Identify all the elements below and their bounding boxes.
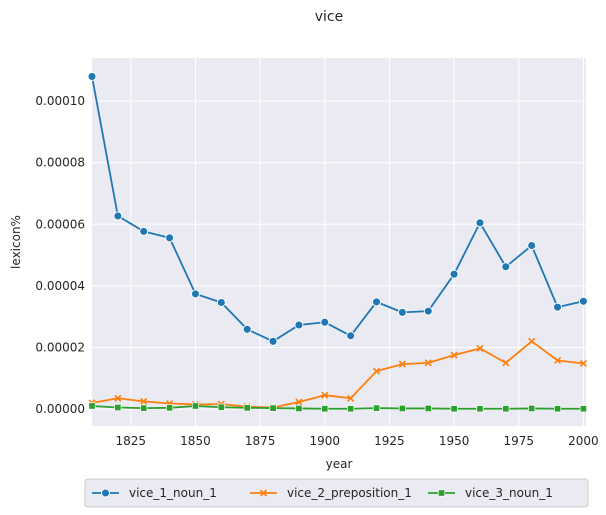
- data-point: [295, 404, 303, 412]
- y-tick-label: 0.00000: [35, 402, 85, 416]
- data-point: [398, 360, 406, 368]
- y-tick-label: 0.00006: [35, 217, 85, 231]
- data-point: [113, 211, 123, 221]
- data-point: [372, 297, 381, 307]
- legend-box: [84, 478, 589, 508]
- data-point: [553, 405, 562, 413]
- data-point: [321, 391, 329, 399]
- data-point: [165, 233, 175, 243]
- data-point: [347, 394, 355, 402]
- data-point: [450, 405, 458, 413]
- plot-background: [92, 58, 586, 426]
- data-point: [191, 402, 200, 410]
- legend-item: vice_3_noun_1: [428, 486, 553, 500]
- x-axis-label: year: [326, 457, 353, 471]
- x-tick-label: 1875: [245, 434, 276, 448]
- x-tick-label: 1975: [503, 434, 534, 448]
- grid-lines: [92, 58, 586, 426]
- y-tick-label: 0.00010: [35, 94, 85, 108]
- x-tick-label: 1850: [180, 434, 211, 448]
- data-point: [502, 359, 510, 367]
- data-point: [295, 398, 303, 406]
- data-point: [268, 336, 278, 346]
- data-point: [372, 404, 381, 412]
- data-point: [217, 403, 225, 411]
- y-tick-label: 0.00008: [35, 156, 85, 170]
- data-point: [424, 404, 432, 412]
- y-axis-label: lexicon%: [9, 215, 23, 269]
- data-point: [398, 404, 406, 412]
- x-tick-label: 1950: [439, 434, 470, 448]
- data-point: [140, 404, 148, 412]
- data-point: [450, 351, 458, 359]
- data-point: [347, 405, 355, 413]
- data-point: [553, 356, 562, 364]
- data-point: [397, 307, 407, 317]
- data-point: [140, 397, 148, 405]
- data-point: [579, 359, 587, 368]
- data-point: [579, 405, 587, 413]
- legend-marker: [259, 489, 268, 497]
- legend-item: vice_2_preposition_1: [250, 486, 412, 500]
- series-layer: [87, 72, 588, 413]
- series-line: [91, 405, 584, 410]
- y-axis-ticks: 0.00000 0.00002 0.00004 0.00006 0.00008 0.000…: [35, 94, 85, 416]
- data-point: [114, 394, 122, 402]
- legend-marker: [437, 489, 446, 497]
- data-point: [372, 367, 381, 375]
- data-point: [424, 359, 432, 367]
- data-point: [528, 337, 536, 345]
- series-line: [91, 76, 584, 343]
- data-point: [139, 226, 149, 236]
- data-point: [578, 296, 588, 306]
- data-point: [320, 317, 330, 327]
- data-point: [269, 404, 277, 412]
- y-tick-label: 0.00002: [35, 340, 85, 354]
- legend-label: vice_1_noun_1: [129, 486, 217, 500]
- series-line: [91, 340, 584, 409]
- chart-title: vice: [315, 9, 344, 25]
- data-point: [346, 331, 356, 341]
- data-point: [321, 405, 329, 413]
- data-point: [527, 241, 537, 250]
- data-point: [423, 306, 433, 316]
- series-vice_1_noun_1: [87, 72, 588, 346]
- legend-item: vice_1_noun_1: [92, 486, 217, 500]
- legend-label: vice_3_noun_1: [465, 486, 553, 500]
- x-tick-label: 1925: [374, 434, 405, 448]
- legend-marker: [101, 488, 110, 498]
- y-tick-label: 0.00004: [35, 279, 85, 293]
- series-vice_3_noun_1: [88, 402, 587, 413]
- legend: vice_1_noun_1 vice_2_preposition_1 vice_3_…: [84, 478, 589, 508]
- data-point: [166, 404, 174, 412]
- data-point: [191, 289, 200, 299]
- x-axis-ticks: 1825 1850 1875 1900 1925 1950 1975 2000: [116, 434, 599, 448]
- data-point: [243, 404, 251, 412]
- data-point: [88, 402, 96, 410]
- data-point: [449, 269, 459, 279]
- data-point: [476, 405, 484, 413]
- data-point: [242, 324, 252, 334]
- data-point: [476, 344, 484, 352]
- data-point: [502, 405, 510, 413]
- data-point: [475, 218, 485, 228]
- data-point: [216, 298, 226, 307]
- data-point: [87, 72, 97, 81]
- data-point: [528, 404, 536, 412]
- x-tick-label: 1825: [116, 434, 147, 448]
- data-point: [501, 262, 511, 272]
- x-tick-label: 1900: [310, 434, 341, 448]
- data-point: [294, 320, 304, 330]
- data-point: [114, 403, 122, 412]
- data-point: [553, 302, 562, 312]
- x-tick-label: 2000: [568, 434, 599, 448]
- legend-label: vice_2_preposition_1: [287, 486, 412, 500]
